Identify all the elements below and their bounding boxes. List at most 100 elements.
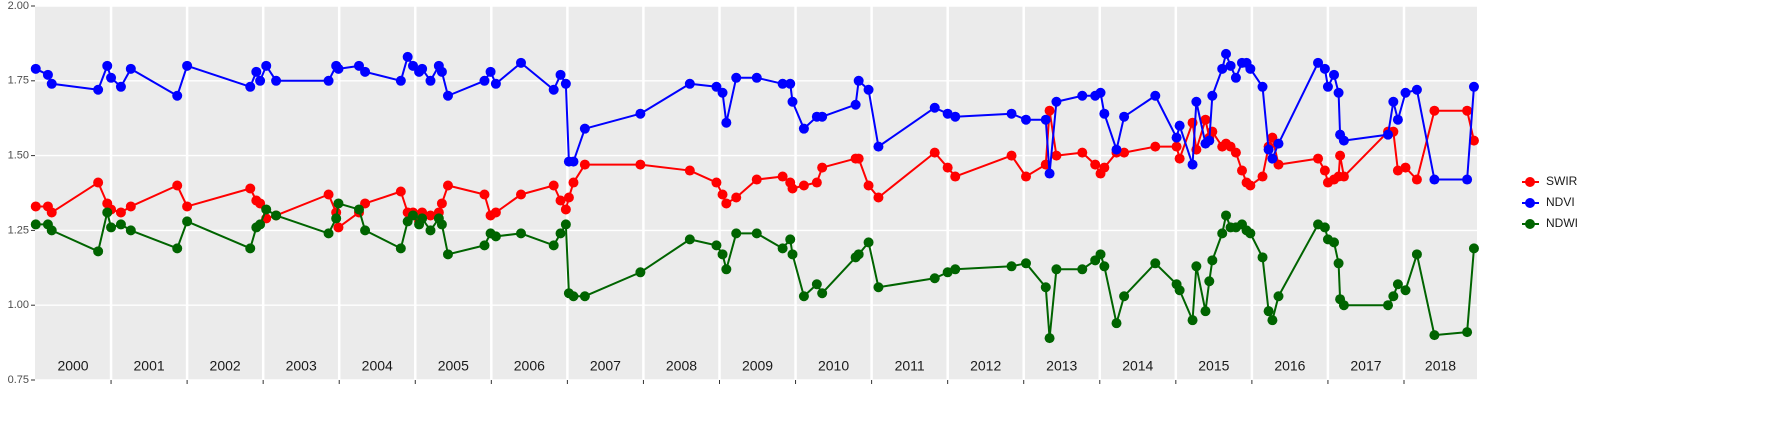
data-point	[1383, 300, 1394, 311]
data-point	[395, 186, 406, 197]
data-point	[950, 171, 961, 182]
data-point	[942, 162, 953, 173]
data-point	[46, 207, 57, 218]
data-point	[1338, 135, 1349, 146]
data-point	[751, 228, 762, 239]
data-point	[479, 189, 490, 200]
data-point	[1020, 171, 1031, 182]
data-point	[1051, 150, 1062, 161]
data-point	[817, 162, 828, 173]
data-point	[1207, 90, 1218, 101]
y-tick-label: 1.50	[8, 150, 29, 162]
data-point	[1171, 132, 1182, 143]
data-point	[125, 225, 136, 236]
data-point	[245, 81, 256, 92]
data-point	[442, 180, 453, 191]
data-point	[1187, 315, 1198, 326]
data-point	[425, 210, 436, 221]
year-label: 2002	[210, 358, 241, 374]
data-point	[548, 180, 559, 191]
data-point	[417, 213, 428, 224]
y-tick-label: 2.00	[8, 0, 29, 12]
data-point	[515, 189, 526, 200]
data-point	[863, 237, 874, 248]
data-point	[417, 63, 428, 74]
data-point	[798, 180, 809, 191]
data-point	[93, 246, 104, 257]
data-point	[1236, 165, 1247, 176]
legend-label: SWIR	[1546, 174, 1578, 188]
data-point	[442, 249, 453, 260]
data-point	[555, 228, 566, 239]
year-label: 2018	[1425, 358, 1456, 374]
data-point	[1187, 159, 1198, 170]
data-point	[1099, 261, 1110, 272]
year-label: 2004	[362, 358, 393, 374]
data-point	[1191, 96, 1202, 107]
data-point	[873, 282, 884, 293]
data-point	[635, 108, 646, 119]
data-point	[777, 78, 788, 89]
data-point	[1267, 315, 1278, 326]
data-point	[93, 177, 104, 188]
data-point	[863, 180, 874, 191]
data-point	[950, 264, 961, 275]
data-point	[777, 171, 788, 182]
data-point	[1090, 159, 1101, 170]
year-label: 2009	[742, 358, 773, 374]
data-point	[479, 75, 490, 86]
data-point	[1221, 48, 1232, 59]
data-point	[635, 159, 646, 170]
data-point	[1044, 168, 1055, 179]
data-point	[1319, 165, 1330, 176]
data-point	[1462, 327, 1473, 338]
data-point	[442, 90, 453, 101]
data-point	[873, 141, 884, 152]
data-point	[1257, 252, 1268, 263]
year-label: 2000	[57, 358, 88, 374]
data-point	[1051, 96, 1062, 107]
data-point	[1388, 291, 1399, 302]
data-point	[261, 204, 272, 215]
y-tick-label: 1.00	[8, 299, 29, 311]
data-point	[245, 183, 256, 194]
data-point	[1388, 96, 1399, 107]
data-point	[42, 69, 53, 80]
data-point	[942, 267, 953, 278]
data-point	[555, 195, 566, 206]
data-point	[182, 201, 193, 212]
data-point	[579, 291, 590, 302]
data-point	[560, 219, 571, 230]
legend-point	[1525, 219, 1535, 229]
legend-label: NDWI	[1546, 216, 1578, 230]
data-point	[1468, 81, 1479, 92]
data-point	[717, 249, 728, 260]
data-point	[950, 111, 961, 122]
data-point	[1095, 87, 1106, 98]
data-point	[942, 108, 953, 119]
y-tick-label: 0.75	[8, 374, 29, 386]
data-point	[785, 234, 796, 245]
data-point	[255, 75, 266, 86]
year-label: 2005	[438, 358, 469, 374]
year-label: 2012	[970, 358, 1001, 374]
data-point	[1095, 249, 1106, 260]
data-point	[255, 219, 266, 230]
year-label: 2001	[134, 358, 165, 374]
data-point	[402, 51, 413, 62]
data-point	[115, 219, 126, 230]
data-point	[1040, 282, 1051, 293]
data-point	[436, 198, 447, 209]
data-point	[360, 225, 371, 236]
data-point	[245, 243, 256, 254]
data-point	[1329, 237, 1340, 248]
data-point	[1077, 90, 1088, 101]
data-point	[106, 222, 117, 233]
data-point	[261, 60, 272, 71]
data-point	[1383, 129, 1394, 140]
data-point	[1319, 63, 1330, 74]
data-point	[1400, 285, 1411, 296]
data-point	[425, 75, 436, 86]
data-point	[395, 75, 406, 86]
